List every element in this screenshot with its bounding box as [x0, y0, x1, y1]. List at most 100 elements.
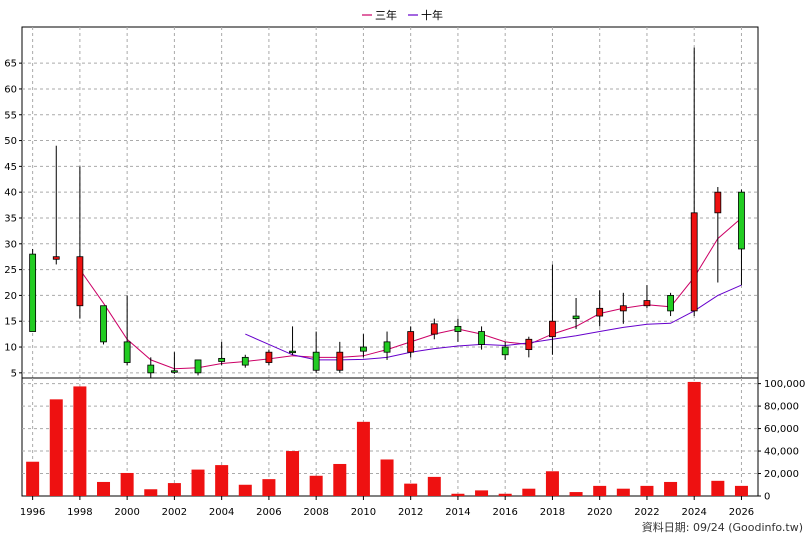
- candle: [194, 359, 202, 376]
- volume-bar: [664, 481, 678, 496]
- data-date-credit: 資料日期: 09/24 (Goodinfo.tw): [642, 520, 803, 534]
- x-tick-label: 2000: [114, 507, 139, 518]
- candle: [572, 297, 580, 329]
- volume-bar: [404, 483, 418, 496]
- candle-body: [265, 351, 273, 363]
- y-tick-label: 30: [4, 239, 17, 250]
- volume-bar: [238, 484, 252, 496]
- candle: [265, 349, 273, 366]
- candle-body: [430, 323, 438, 335]
- volume-bar: [333, 463, 347, 496]
- candle: [407, 326, 415, 358]
- candle: [478, 326, 485, 350]
- volume-bar: [522, 488, 536, 496]
- candle: [690, 47, 698, 317]
- y2-tick-label: 80,000: [764, 402, 799, 413]
- candle-body: [478, 331, 485, 345]
- volume-bar: [356, 421, 370, 496]
- candle-body: [289, 350, 296, 354]
- x-tick-label: 2012: [398, 507, 423, 518]
- y2-tick-label: 20,000: [764, 469, 799, 480]
- candle: [218, 341, 226, 366]
- volume-bar: [97, 481, 111, 496]
- y2-tick-label: 100,000: [764, 379, 805, 390]
- volume-bar: [309, 475, 323, 496]
- candle: [170, 352, 178, 374]
- candle-body: [336, 351, 344, 371]
- volume-panel: 0 20,000 40,000 60,000 80,000 100,000: [21, 377, 805, 503]
- x-tick-label: 2018: [540, 507, 565, 518]
- candle-body: [241, 356, 249, 366]
- x-tick-label: 2014: [445, 507, 470, 518]
- candle-body: [100, 305, 107, 343]
- candle-body: [29, 253, 37, 332]
- candle: [147, 357, 155, 378]
- candle-body: [383, 341, 391, 353]
- x-tick-label: 2004: [209, 507, 234, 518]
- y-tick-label: 10: [4, 343, 17, 354]
- y2-tick-label: 40,000: [764, 447, 799, 458]
- x-tick-label: 2006: [256, 507, 281, 518]
- x-tick-label: 1996: [20, 507, 45, 518]
- volume-bar: [167, 483, 181, 496]
- candle-body: [76, 256, 84, 307]
- volume-bar: [215, 465, 229, 496]
- volume-bar: [687, 381, 701, 496]
- candle-body: [170, 370, 178, 373]
- volume-bar: [593, 485, 607, 496]
- legend: 三年 十年: [362, 8, 443, 22]
- candle-body: [123, 341, 131, 363]
- volume-bar: [475, 490, 489, 496]
- volume-bar: [262, 479, 276, 496]
- y-tick-label: 40: [4, 188, 17, 199]
- candle-body: [690, 212, 698, 312]
- volume-bar: [711, 480, 725, 496]
- x-tick-label: 2002: [162, 507, 187, 518]
- price-plot-frame: [21, 26, 759, 379]
- candle: [123, 295, 131, 366]
- volume-bar: [380, 459, 394, 496]
- candle: [596, 290, 604, 327]
- candle-body: [525, 338, 533, 351]
- volume-bar: [545, 471, 559, 496]
- x-tick-label: 2026: [729, 507, 754, 518]
- y-tick-label: 15: [4, 317, 17, 328]
- candle: [52, 145, 60, 265]
- x-tick-label: 2010: [351, 507, 376, 518]
- volume-bar: [734, 485, 748, 496]
- candle-body: [667, 295, 674, 312]
- volume-bar: [73, 386, 87, 496]
- candle: [289, 326, 296, 355]
- x-tick-label: 2016: [492, 507, 517, 518]
- volume-bar: [451, 493, 465, 496]
- y-tick-label: 45: [4, 162, 17, 173]
- candle-body: [218, 357, 226, 362]
- volume-bar: [498, 493, 512, 496]
- volume-bar: [569, 492, 583, 496]
- candle: [100, 305, 107, 345]
- y2-tick-label: 0: [764, 492, 770, 503]
- candle-body: [714, 191, 722, 214]
- volume-bar: [640, 485, 654, 496]
- candle-body: [501, 346, 509, 356]
- volume-bar: [49, 399, 63, 496]
- candle: [336, 341, 344, 373]
- candle: [549, 264, 556, 355]
- candle-body: [407, 331, 415, 353]
- volume-bar: [26, 461, 40, 496]
- y-tick-label: 25: [4, 265, 17, 276]
- x-tick-label: 2008: [303, 507, 328, 518]
- volume-bar: [616, 488, 630, 496]
- candle: [29, 248, 37, 332]
- x-tick-label: 1998: [67, 507, 92, 518]
- candle: [501, 341, 509, 360]
- y-tick-label: 35: [4, 213, 17, 224]
- candle-body: [596, 307, 604, 317]
- candle: [383, 331, 391, 360]
- y-tick-label: 60: [4, 84, 17, 95]
- candle: [714, 187, 722, 283]
- x-axis: 1996 1998 2000 2002 2004 2006 2008 2010 2012 2014…: [20, 496, 754, 518]
- volume-bar: [427, 476, 441, 496]
- candle: [360, 334, 367, 358]
